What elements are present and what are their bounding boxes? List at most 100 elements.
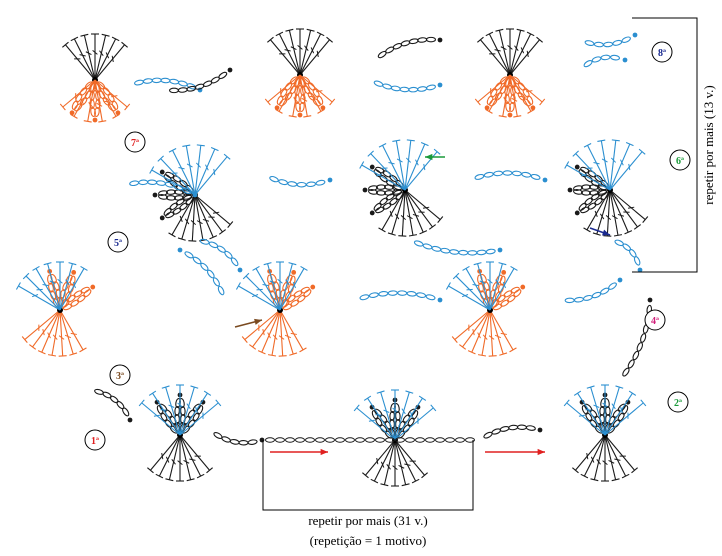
chain-stitch [187,419,196,428]
chain-stitch [122,407,130,417]
chain-stitch [399,86,410,93]
stitch [587,145,611,191]
stitch-top [406,139,415,142]
stitch [609,189,646,220]
slip-stitch [437,82,443,88]
stitch-top [165,478,174,482]
stitch-bar [183,460,190,464]
stitch-bar [386,464,391,470]
chain-stitch [417,37,428,43]
chain-stitch [593,41,604,48]
stitch-bar [196,220,203,225]
chain-stitch [600,54,611,61]
stitch-top [405,390,414,394]
stitch-top [563,399,570,407]
stitch-top [218,229,227,235]
stitch-bar [406,215,413,220]
chain-stitch [59,289,66,299]
chain-stitch [497,294,506,303]
chain-stitch [160,77,171,84]
chain-stitch [206,269,215,279]
chain-stitch [425,294,436,301]
stitch-top [573,390,582,396]
stitch-top [526,31,535,37]
stitch-bar [392,465,398,470]
chain-stitch [483,171,494,178]
stitch [404,189,433,228]
stitch-top [68,262,77,266]
stitch-bar [284,49,291,52]
slip-stitch [437,297,443,303]
chain-stitch [431,245,442,252]
slip-stitch [520,284,526,290]
slip-stitch [310,284,316,290]
stitch [83,35,96,81]
chain-stitch [305,181,317,188]
stitch-bar [304,45,309,51]
stitch [94,79,103,122]
chain-stitch [474,173,485,180]
stitch-top [510,265,518,271]
chain-stitch [299,102,305,112]
chain-stitch [402,424,411,433]
stitch-bar [617,213,625,217]
chain-stitch [485,248,496,255]
stitch-bar [212,211,220,214]
chain-stitch [218,71,228,80]
stitch-top [445,282,451,290]
chain-stitch [287,294,296,303]
chain-stitch [588,190,600,196]
stitch [455,275,491,311]
stitch [299,33,322,76]
chain-stitch [230,257,239,267]
stitch [194,148,216,196]
stitch-bar [502,281,506,289]
stitch [278,33,301,76]
chain-stitch [192,412,200,422]
stitch-bar [593,161,600,165]
stitch-top [498,115,507,118]
stitch [509,30,522,76]
stitch-bar [186,403,191,410]
slip-stitch [115,110,121,116]
stitch-bar [79,54,86,57]
stitch-top [462,265,470,271]
chain-stitch [305,437,315,443]
chain-stitch [392,183,403,191]
chain-stitch [636,342,644,352]
stitch [609,143,631,191]
stitch-bar [31,294,39,298]
stitch-bar [111,55,114,63]
slip-stitch [617,277,623,283]
stitch [165,386,181,436]
stitch-bar [213,168,216,176]
stitch [394,397,423,441]
row-badge [644,309,666,331]
chain-stitch [521,171,532,178]
chain-stitch [199,238,210,245]
chain-stitch [316,95,324,105]
stitch [25,275,61,311]
stitch-bar [186,163,193,168]
stitch [245,275,281,311]
stitch-bar [293,97,299,103]
stitch-bar [177,402,183,408]
stitch [59,309,64,356]
chain-stitch [70,299,80,307]
stitch-bar [205,164,209,171]
slip-stitch [327,177,333,183]
stitch-bar [495,279,500,286]
stitch-top [458,344,467,350]
stitch-bar [422,206,430,209]
chain-stitch [425,437,435,443]
row-label: 6ª [676,156,684,167]
stitch [94,79,128,108]
chain-stitch [407,417,415,427]
stitch-bar [65,279,70,286]
stitch-bar [466,288,473,291]
stitch-top [433,148,441,155]
stitch-bar [586,452,589,460]
chain-stitch [599,405,605,417]
chain-stitch [422,243,433,250]
